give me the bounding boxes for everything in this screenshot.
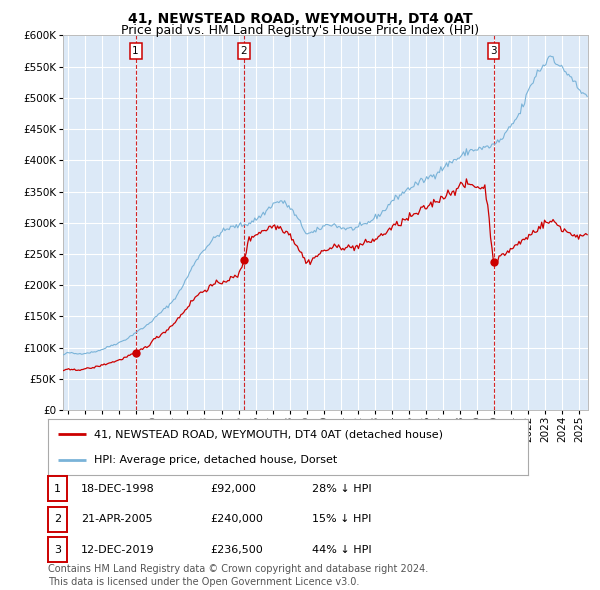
- Text: Contains HM Land Registry data © Crown copyright and database right 2024.
This d: Contains HM Land Registry data © Crown c…: [48, 564, 428, 587]
- Text: Price paid vs. HM Land Registry's House Price Index (HPI): Price paid vs. HM Land Registry's House …: [121, 24, 479, 37]
- Text: 18-DEC-1998: 18-DEC-1998: [81, 484, 155, 493]
- Text: HPI: Average price, detached house, Dorset: HPI: Average price, detached house, Dors…: [94, 455, 337, 465]
- Text: £240,000: £240,000: [210, 514, 263, 524]
- Text: 28% ↓ HPI: 28% ↓ HPI: [312, 484, 371, 493]
- Text: 12-DEC-2019: 12-DEC-2019: [81, 545, 155, 555]
- Text: £92,000: £92,000: [210, 484, 256, 493]
- Text: 3: 3: [490, 46, 497, 56]
- Text: 2: 2: [241, 46, 247, 56]
- Text: 1: 1: [133, 46, 139, 56]
- Text: 41, NEWSTEAD ROAD, WEYMOUTH, DT4 0AT: 41, NEWSTEAD ROAD, WEYMOUTH, DT4 0AT: [128, 12, 472, 26]
- Text: 1: 1: [54, 484, 61, 493]
- Text: 3: 3: [54, 545, 61, 555]
- Text: 41, NEWSTEAD ROAD, WEYMOUTH, DT4 0AT (detached house): 41, NEWSTEAD ROAD, WEYMOUTH, DT4 0AT (de…: [94, 429, 443, 439]
- Text: 21-APR-2005: 21-APR-2005: [81, 514, 152, 524]
- Text: £236,500: £236,500: [210, 545, 263, 555]
- Text: 44% ↓ HPI: 44% ↓ HPI: [312, 545, 371, 555]
- Text: 15% ↓ HPI: 15% ↓ HPI: [312, 514, 371, 524]
- Text: 2: 2: [54, 514, 61, 524]
